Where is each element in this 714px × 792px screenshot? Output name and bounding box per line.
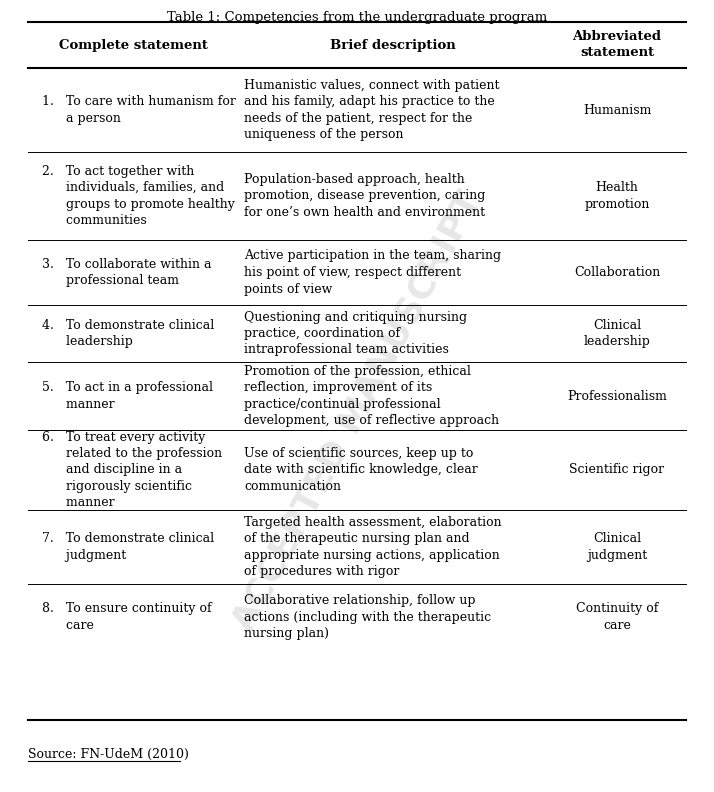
- Text: ACCEPTED MANUSCRIPT: ACCEPTED MANUSCRIPT: [226, 186, 488, 638]
- Text: Abbreviated
statement: Abbreviated statement: [573, 31, 661, 59]
- Text: 8.   To ensure continuity of
      care: 8. To ensure continuity of care: [42, 602, 211, 632]
- Text: Health
promotion: Health promotion: [584, 181, 650, 211]
- Text: 4.   To demonstrate clinical
      leadership: 4. To demonstrate clinical leadership: [42, 318, 214, 348]
- Text: 6.   To treat every activity
      related to the profession
      and disciplin: 6. To treat every activity related to th…: [42, 431, 222, 509]
- Text: Scientific rigor: Scientific rigor: [570, 463, 665, 477]
- Text: 7.   To demonstrate clinical
      judgment: 7. To demonstrate clinical judgment: [42, 532, 214, 562]
- Text: Active participation in the team, sharing
his point of view, respect different
p: Active participation in the team, sharin…: [244, 249, 501, 295]
- Text: Clinical
judgment: Clinical judgment: [587, 532, 647, 562]
- Text: Population-based approach, health
promotion, disease prevention, caring
for one’: Population-based approach, health promot…: [244, 173, 486, 219]
- Text: Brief description: Brief description: [330, 39, 456, 51]
- Text: Clinical
leadership: Clinical leadership: [583, 318, 650, 348]
- Text: Source: FN-UdeM (2010): Source: FN-UdeM (2010): [28, 748, 189, 761]
- Text: 3.   To collaborate within a
      professional team: 3. To collaborate within a professional …: [42, 257, 211, 287]
- Text: Humanism: Humanism: [583, 104, 651, 116]
- Text: Questioning and critiquing nursing
practice, coordination of
intraprofessional t: Questioning and critiquing nursing pract…: [244, 310, 467, 356]
- Text: Collaborative relationship, follow up
actions (including with the therapeutic
nu: Collaborative relationship, follow up ac…: [244, 594, 491, 640]
- Text: Use of scientific sources, keep up to
date with scientific knowledge, clear
comm: Use of scientific sources, keep up to da…: [244, 447, 478, 493]
- Text: 1.   To care with humanism for
      a person: 1. To care with humanism for a person: [42, 95, 236, 125]
- Text: Continuity of
care: Continuity of care: [575, 602, 658, 632]
- Text: Professionalism: Professionalism: [567, 390, 667, 402]
- Text: Promotion of the profession, ethical
reflection, improvement of its
practice/con: Promotion of the profession, ethical ref…: [244, 365, 499, 427]
- Text: Table 1: Competencies from the undergraduate program: Table 1: Competencies from the undergrad…: [167, 11, 547, 24]
- Text: Complete statement: Complete statement: [59, 39, 208, 51]
- Text: Humanistic values, connect with patient
and his family, adapt his practice to th: Humanistic values, connect with patient …: [244, 78, 500, 141]
- Text: 5.   To act in a professional
      manner: 5. To act in a professional manner: [42, 381, 213, 411]
- Text: 2.   To act together with
      individuals, families, and
      groups to promo: 2. To act together with individuals, fam…: [42, 165, 235, 227]
- Text: Collaboration: Collaboration: [574, 266, 660, 279]
- Text: Targeted health assessment, elaboration
of the therapeutic nursing plan and
appr: Targeted health assessment, elaboration …: [244, 516, 502, 578]
